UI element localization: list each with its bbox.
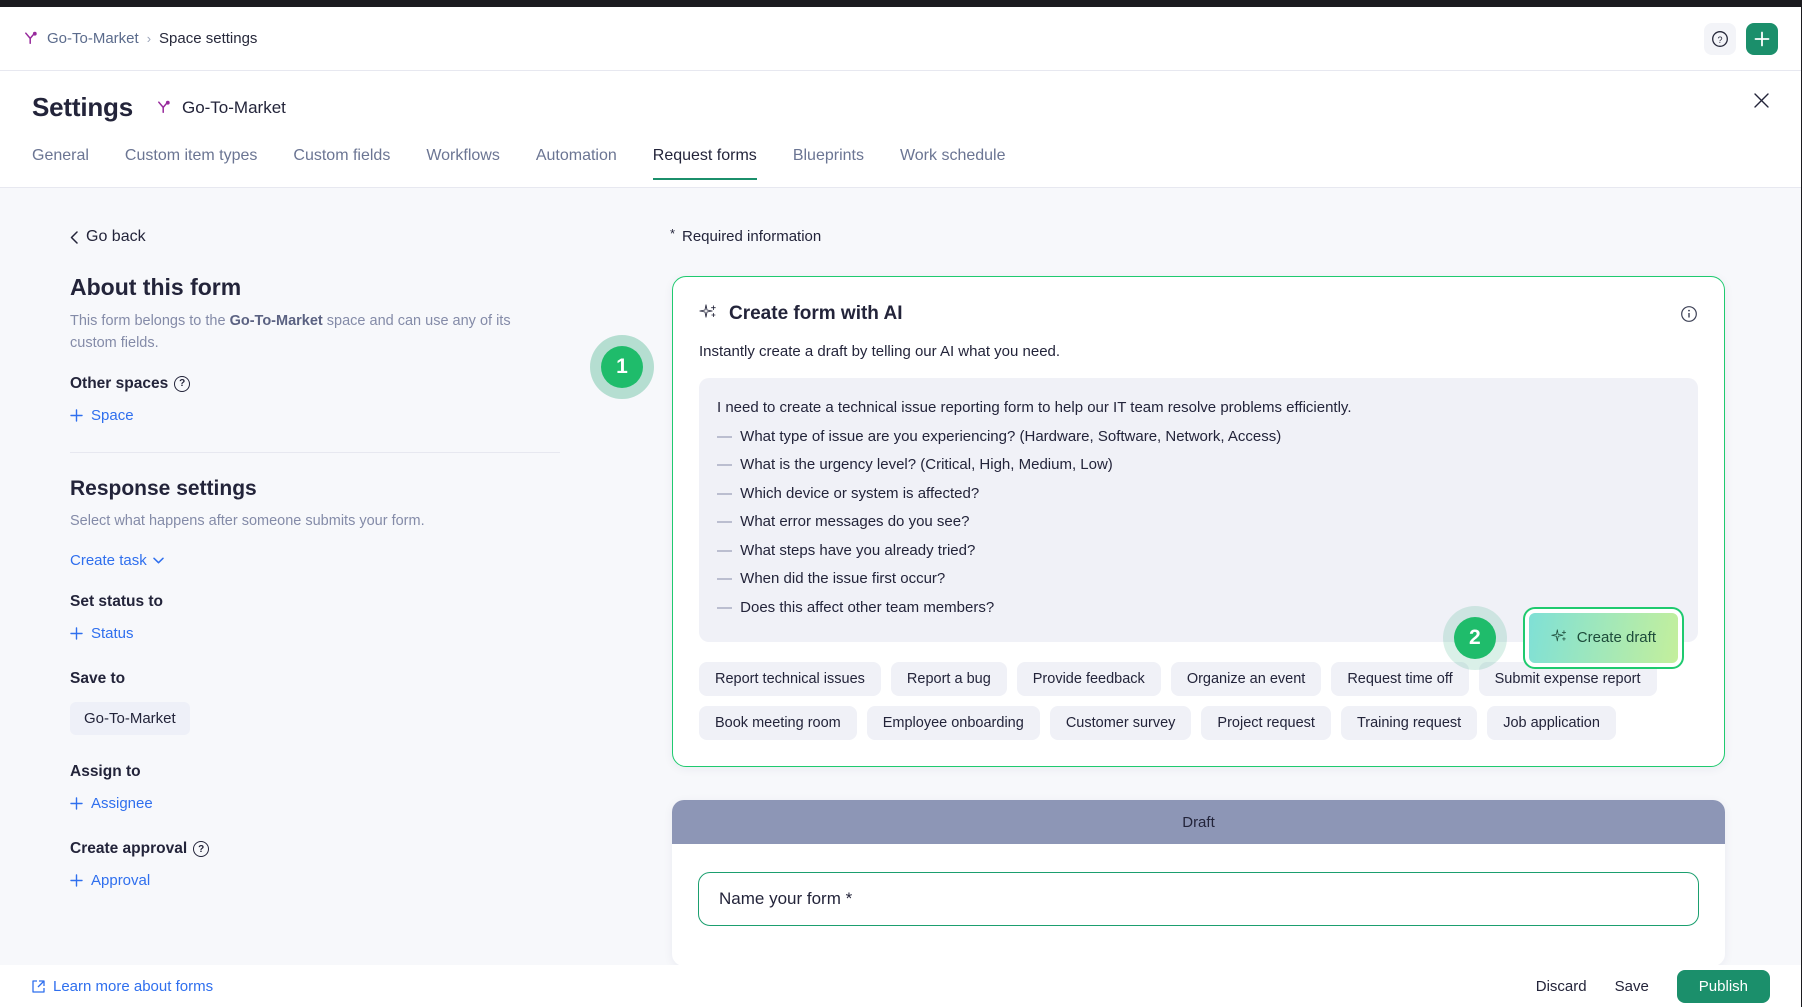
svg-text:?: ? (1717, 35, 1722, 45)
